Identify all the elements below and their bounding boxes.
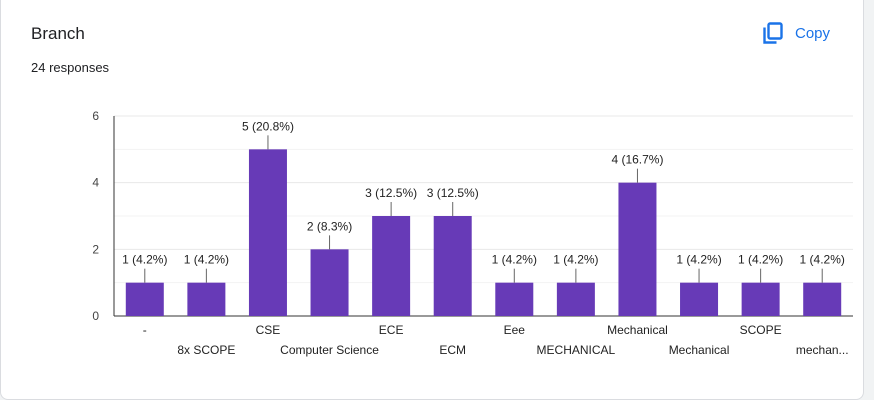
x-tick-label: Mechanical (669, 343, 730, 357)
data-label: 4 (16.7%) (611, 153, 663, 167)
data-label: 3 (12.5%) (365, 186, 417, 200)
x-tick-label: 8x SCOPE (177, 343, 235, 357)
x-tick-label: SCOPE (740, 323, 782, 337)
data-label: 3 (12.5%) (427, 186, 479, 200)
y-tick-label: 6 (92, 109, 99, 123)
data-label: 1 (4.2%) (184, 253, 229, 267)
x-tick-label: Mechanical (607, 323, 668, 337)
data-label: 1 (4.2%) (676, 253, 721, 267)
data-label: 1 (4.2%) (800, 253, 845, 267)
bar (618, 182, 657, 316)
bar (433, 216, 472, 316)
bar (248, 149, 287, 316)
y-tick-label: 2 (92, 242, 99, 256)
data-label: 1 (4.2%) (122, 253, 167, 267)
bar (310, 249, 349, 316)
data-label: 2 (8.3%) (307, 219, 352, 233)
bar (125, 282, 164, 316)
x-tick-label: Computer Science (280, 343, 379, 357)
bar-chart: 0 2 4 6 1 (4.2%) - 1 (4.2%) 8x SCOPE 5 (20.8%) CS… (92, 109, 853, 357)
x-tick-label: mechan... (796, 343, 849, 357)
data-label: 5 (20.8%) (242, 119, 294, 133)
x-tick-label: ECE (379, 323, 404, 337)
copy-icon (763, 22, 783, 44)
x-tick-label: ECM (439, 343, 466, 357)
response-count: 24 responses (31, 60, 110, 75)
x-tick-label: MECHANICAL (537, 343, 616, 357)
data-label: 1 (4.2%) (738, 253, 783, 267)
y-tick-label: 0 (92, 309, 99, 323)
bar (680, 282, 719, 316)
y-tick-label: 4 (92, 176, 99, 190)
question-title: Branch (31, 24, 85, 43)
data-label: 1 (4.2%) (553, 253, 598, 267)
x-tick-label: CSE (256, 323, 281, 337)
data-label: 1 (4.2%) (492, 253, 537, 267)
bar (187, 282, 226, 316)
bar (556, 282, 595, 316)
x-tick-label: - (143, 323, 147, 337)
bar (372, 216, 411, 316)
bar (741, 282, 780, 316)
copy-button[interactable]: Copy (757, 18, 836, 48)
copy-label: Copy (795, 24, 831, 42)
x-tick-label: Eee (504, 323, 526, 337)
bar (803, 282, 842, 316)
bar (495, 282, 534, 316)
